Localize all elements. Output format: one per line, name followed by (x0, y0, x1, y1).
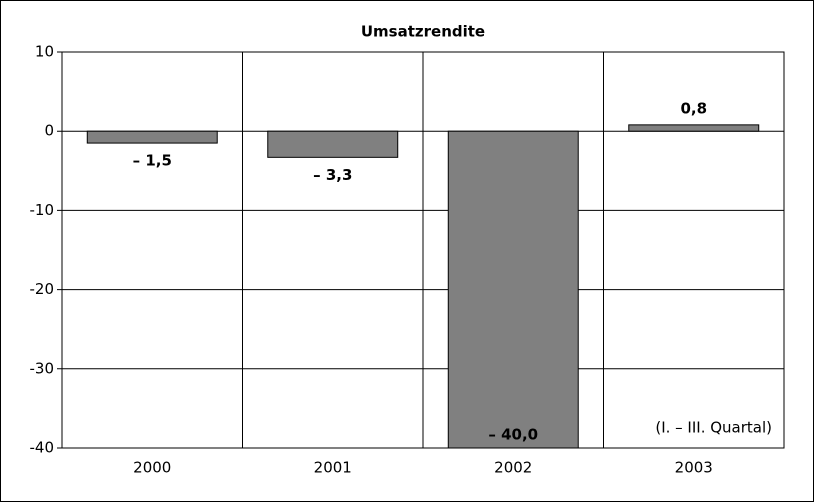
data-label: – 1,5 (133, 152, 172, 170)
chart-title: Umsatzrendite (361, 23, 485, 41)
bar (447, 130, 579, 449)
x-tick-label: 2000 (133, 459, 171, 477)
annotation: (I. – III. Quartal) (655, 419, 772, 437)
y-tick-label: 10 (35, 43, 54, 61)
y-tick-label: 0 (44, 122, 54, 140)
x-tick-label: 2001 (314, 459, 352, 477)
y-tick-label: -30 (30, 359, 55, 377)
bar (628, 124, 760, 132)
y-tick-label: -40 (30, 439, 55, 457)
data-label: – 3,3 (313, 166, 352, 184)
data-label: – 40,0 (488, 426, 538, 444)
y-tick-label: -20 (30, 280, 55, 298)
x-tick-label: 2002 (494, 459, 532, 477)
x-tick-label: 2003 (675, 459, 713, 477)
bar (86, 130, 218, 144)
data-label: 0,8 (680, 99, 707, 117)
y-tick-label: -10 (30, 201, 55, 219)
bar (267, 130, 399, 158)
